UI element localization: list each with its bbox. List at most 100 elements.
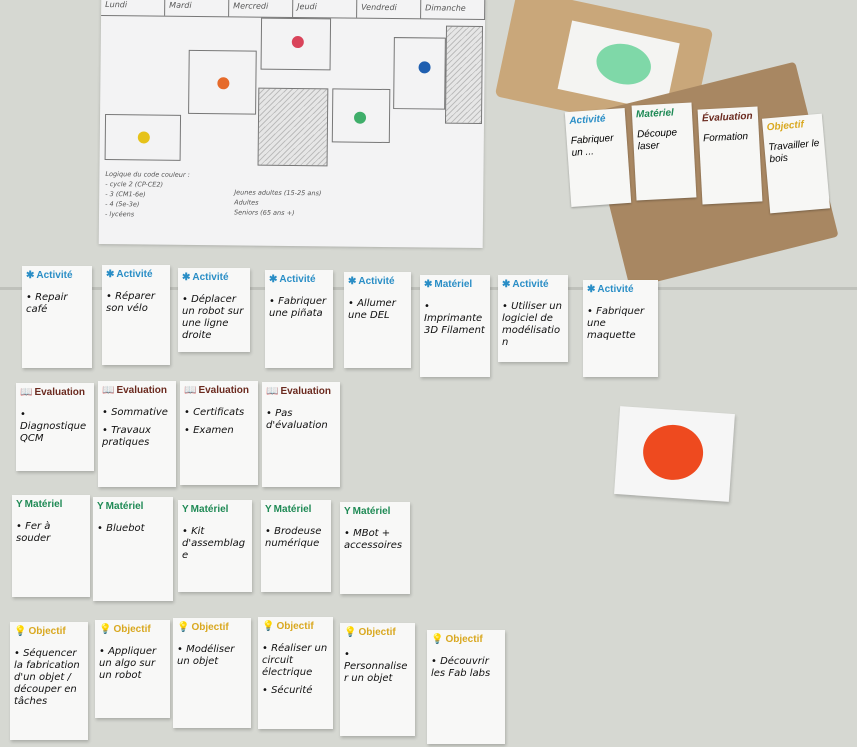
- lightbulb-icon: 💡: [177, 622, 190, 633]
- card-items: Appliquer un algo sur un robot: [99, 646, 166, 682]
- card-title: Matériel: [24, 499, 63, 510]
- card-text: Fabriquer un ...: [570, 132, 614, 159]
- box-card[interactable]: Activité Fabriquer un ...: [564, 108, 632, 207]
- gear-icon: ✱: [26, 270, 35, 281]
- gear-icon: ✱: [269, 274, 278, 285]
- card-act[interactable]: ✱Matériel Imprimante 3D Filament: [420, 275, 490, 377]
- card-eva[interactable]: 📖Evaluation Pas d'évaluation: [262, 382, 340, 487]
- legend-item: - lycéens: [104, 210, 135, 219]
- day-header-row: Lundi Mardi Mercredi Jeudi Vendredi Dimanche: [101, 0, 486, 21]
- card-item: Diagnostique QCM: [20, 409, 90, 445]
- box-card[interactable]: Objectif Travailler le bois: [761, 113, 831, 214]
- card-header: 💡 Objectif: [14, 626, 84, 638]
- card-items: Kit d'assemblage: [182, 526, 248, 562]
- card-act[interactable]: ✱Activité Réparer son vélo: [102, 265, 170, 365]
- card-eva[interactable]: 📖Evaluation Sommative Travaux pratiques: [98, 381, 176, 487]
- card-items: Personnaliser un objet: [344, 649, 411, 685]
- red-dot: [291, 35, 304, 49]
- card-title: Objectif: [191, 622, 229, 633]
- color-legend-right: Jeunes adultes (15-25 ans) Adultes Seniors…: [234, 187, 321, 218]
- book-icon: 📖: [266, 386, 279, 397]
- card-obj[interactable]: 💡Objectif Personnaliser un objet: [340, 623, 415, 736]
- card-obj[interactable]: 💡Objectif Séquencer la fabrication d'un o…: [10, 622, 88, 740]
- card-eva[interactable]: 📖Evaluation Diagnostique QCM: [16, 383, 94, 471]
- card-item: Appliquer un algo sur un robot: [99, 646, 166, 682]
- card-text: Découpe laser: [636, 127, 678, 153]
- card-title: Evaluation: [34, 387, 86, 398]
- book-icon: 📖: [102, 385, 115, 396]
- box-card[interactable]: Évaluation Formation: [697, 106, 763, 205]
- card-item: Modéliser un objet: [177, 644, 247, 668]
- card-items: Pas d'évaluation: [266, 408, 336, 432]
- cardboard-box: Activité Fabriquer un ... Matériel Découpe …: [494, 0, 839, 289]
- card-item: Fabriquer une piñata: [269, 296, 329, 320]
- gear-icon: ✱: [182, 272, 191, 283]
- red-dot-card[interactable]: [614, 406, 735, 502]
- red-dot: [641, 422, 705, 482]
- card-header: ✱ Activité: [269, 274, 329, 286]
- card-items: Sommative Travaux pratiques: [102, 407, 172, 449]
- tool-icon: Y: [97, 501, 104, 512]
- card-item: Sommative: [102, 407, 172, 419]
- card-act[interactable]: ✱Activité Repair café: [22, 266, 92, 368]
- card-header: ✱ Activité: [348, 276, 407, 288]
- card-act[interactable]: ✱Activité Fabriquer une maquette: [583, 280, 658, 377]
- box-card[interactable]: Matériel Découpe laser: [631, 102, 697, 201]
- gear-icon: ✱: [348, 276, 357, 287]
- card-act[interactable]: ✱Activité Déplacer un robot sur une ligne…: [178, 268, 250, 352]
- card-act[interactable]: ✱Activité Utiliser un logiciel de modélis…: [498, 275, 568, 362]
- card-act[interactable]: ✱Activité Allumer une DEL: [344, 272, 411, 368]
- card-header: ✱ Activité: [106, 269, 166, 281]
- card-item: Réaliser un circuit électrique: [262, 643, 329, 679]
- card-items: Repair café: [26, 292, 88, 316]
- card-obj[interactable]: 💡Objectif Appliquer un algo sur un robot: [95, 620, 170, 718]
- card-obj[interactable]: 💡Objectif Découvrir les Fab labs: [427, 630, 505, 744]
- card-item: Découvrir les Fab labs: [431, 656, 501, 680]
- card-title: Evaluation: [280, 386, 332, 397]
- day-label: Mardi: [165, 0, 230, 17]
- card-items: Certificats Examen: [184, 407, 254, 437]
- card-items: MBot + accessoires: [344, 528, 406, 552]
- card-obj[interactable]: 💡Objectif Réaliser un circuit électrique S…: [258, 617, 333, 729]
- day-label: Vendredi: [357, 0, 422, 19]
- card-item: Utiliser un logiciel de modélisation: [502, 301, 564, 349]
- card-text: Travailler le bois: [768, 137, 820, 166]
- card-items: Découvrir les Fab labs: [431, 656, 501, 680]
- card-category: Objectif: [766, 119, 805, 134]
- green-dot: [353, 111, 367, 124]
- card-header: Y Matériel: [97, 501, 169, 513]
- card-item: MBot + accessoires: [344, 528, 406, 552]
- card-item: Travaux pratiques: [102, 425, 172, 449]
- card-items: Utiliser un logiciel de modélisation: [502, 301, 564, 349]
- lightbulb-icon: 💡: [431, 634, 444, 645]
- card-act[interactable]: ✱Activité Fabriquer une piñata: [265, 270, 333, 368]
- card-title: Activité: [597, 284, 634, 295]
- card-eva[interactable]: 📖Evaluation Certificats Examen: [180, 381, 258, 485]
- card-header: 📖 Evaluation: [20, 387, 90, 399]
- lightbulb-icon: 💡: [99, 624, 112, 635]
- card-title: Activité: [116, 269, 153, 280]
- day-label: Jeudi: [293, 0, 358, 18]
- card-item: Examen: [184, 425, 254, 437]
- card-items: Réaliser un circuit électrique Sécurité: [262, 643, 329, 697]
- card-item: Personnaliser un objet: [344, 649, 411, 685]
- day-label: Mercredi: [229, 0, 294, 18]
- slot: [393, 37, 446, 110]
- card-item: Réparer son vélo: [106, 291, 166, 315]
- card-header: 💡 Objectif: [99, 624, 166, 636]
- legend-left-list: - cycle 2 (CP-CE2) - 3 (CM1-6e) - 4 (5e-3e…: [105, 179, 220, 220]
- card-header: ✱ Activité: [182, 272, 246, 284]
- card-items: Fabriquer une maquette: [587, 306, 654, 342]
- card-header: ✱ Activité: [587, 284, 654, 296]
- card-header: 📖 Evaluation: [184, 385, 254, 397]
- card-obj[interactable]: 💡Objectif Modéliser un objet: [173, 618, 251, 728]
- card-items: Fer à souder: [16, 521, 86, 545]
- card-title: Evaluation: [116, 385, 168, 396]
- card-item: Déplacer un robot sur une ligne droite: [182, 294, 246, 342]
- card-header: Y Matériel: [344, 506, 406, 518]
